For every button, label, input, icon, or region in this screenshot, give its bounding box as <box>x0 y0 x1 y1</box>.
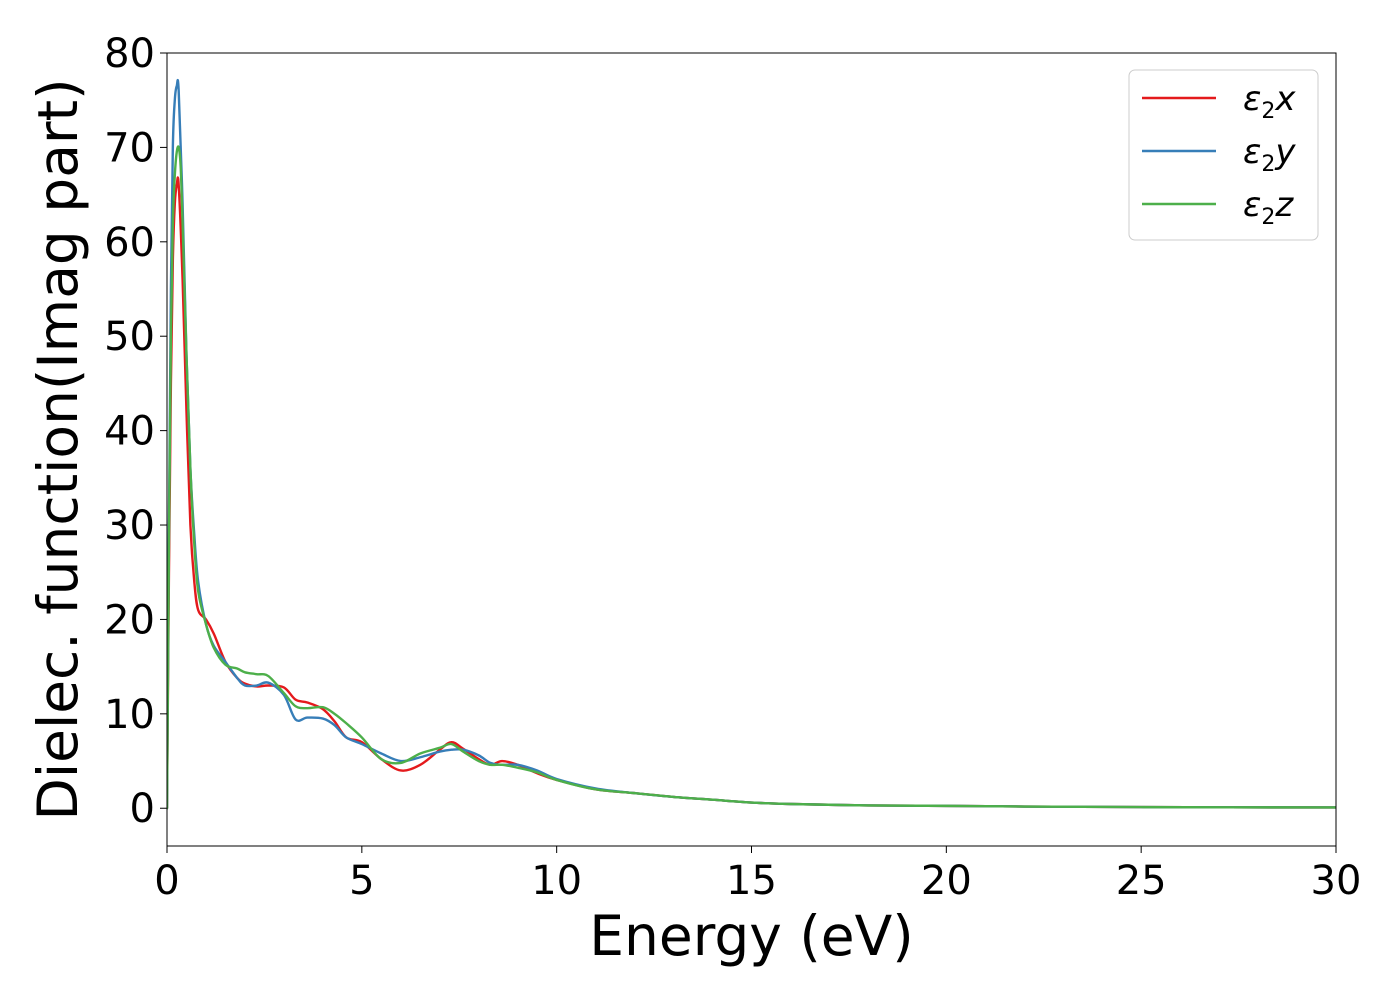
legend-variable: x <box>1274 79 1296 119</box>
y-tick-label: 40 <box>104 409 155 455</box>
x-tick-label: 0 <box>154 858 179 904</box>
legend-label-y: ε2y <box>1243 132 1296 177</box>
legend-symbol: ε <box>1243 185 1261 225</box>
y-tick-label: 60 <box>104 220 155 266</box>
y-tick-label: 30 <box>104 503 155 549</box>
x-axis-ticks: 0 5 10 15 20 25 30 <box>154 846 1361 904</box>
legend-variable: y <box>1274 132 1296 172</box>
series-layer <box>167 79 1336 810</box>
legend-symbol: ε <box>1243 132 1261 172</box>
legend-variable: z <box>1274 185 1294 225</box>
legend-subscript: 2 <box>1261 152 1275 177</box>
x-tick-label: 10 <box>531 858 582 904</box>
y-axis-label: Dielec. function(Imag part) <box>26 78 90 820</box>
legend-symbol: ε <box>1243 79 1261 119</box>
legend-subscript: 2 <box>1261 99 1275 124</box>
series-line-z <box>167 145 1336 810</box>
y-tick-label: 80 <box>104 31 155 77</box>
legend-subscript: 2 <box>1261 205 1275 230</box>
y-tick-label: 0 <box>130 786 155 832</box>
x-tick-label: 25 <box>1116 858 1167 904</box>
x-tick-label: 20 <box>921 858 972 904</box>
legend-label-x: ε2x <box>1243 79 1296 124</box>
y-tick-label: 50 <box>104 314 155 360</box>
y-axis-ticks: 0 10 20 30 40 50 60 70 80 <box>104 31 167 832</box>
x-tick-label: 5 <box>349 858 374 904</box>
legend-box <box>1128 69 1319 241</box>
x-tick-label: 15 <box>726 858 777 904</box>
y-tick-label: 10 <box>104 692 155 738</box>
y-tick-label: 20 <box>104 597 155 643</box>
x-axis-label: Energy (eV) <box>589 904 913 968</box>
x-tick-label: 30 <box>1311 858 1362 904</box>
y-tick-label: 70 <box>104 125 155 171</box>
legend-label-z: ε2z <box>1243 185 1294 230</box>
